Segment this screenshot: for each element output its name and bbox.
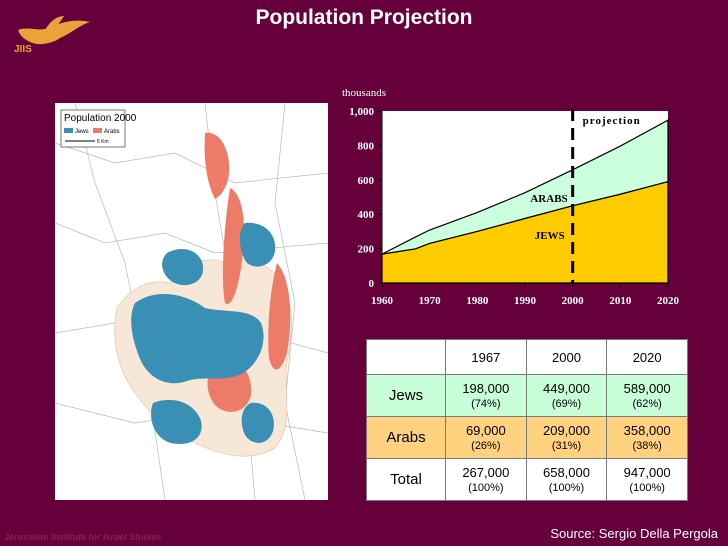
jews-area xyxy=(381,180,669,284)
table-cell: 947,000 (100%) xyxy=(606,458,688,501)
x-tick-label: 2010 xyxy=(609,295,632,307)
x-tick-label: 2000 xyxy=(562,295,585,307)
table-cell: 209,000 (31%) xyxy=(525,416,608,459)
x-tick-label: 1990 xyxy=(514,295,537,307)
x-tick-label: 2020 xyxy=(657,295,680,307)
source-credit: Source: Sergio Della Pergola xyxy=(550,526,718,541)
table-cell: 267,000 (100%) xyxy=(445,458,527,501)
map-legend-jews: Jews xyxy=(75,129,89,135)
map-scale: 5 Km xyxy=(97,139,109,145)
y-axis-label: thousands xyxy=(342,87,386,99)
jiis-logo xyxy=(18,16,90,45)
arabs-east-2 xyxy=(268,263,291,370)
row-label: Arabs xyxy=(366,416,446,459)
dove-icon xyxy=(18,20,90,45)
table-cell: 358,000 (38%) xyxy=(606,416,688,459)
x-tick-label: 1980 xyxy=(466,295,489,307)
y-tick-label: 400 xyxy=(358,209,375,221)
table-cell: 198,000 (74%) xyxy=(445,374,527,417)
table-header-2020: 2020 xyxy=(606,339,688,375)
jews-south-west xyxy=(151,399,202,445)
table-header-2000: 2000 xyxy=(525,339,608,375)
y-tick-label: 200 xyxy=(358,244,375,256)
arabs-east-1 xyxy=(222,188,245,304)
y-tick-label: 800 xyxy=(358,140,375,152)
table-corner-cell xyxy=(366,339,446,375)
jews-ramot xyxy=(162,249,204,286)
population-table: 1967 2000 2020 Jews 198,000 (74%) 449,000… xyxy=(366,339,688,501)
projection-label: projection xyxy=(583,115,641,127)
y-tick-label: 1,000 xyxy=(349,106,374,118)
logo-text: JIIS xyxy=(14,44,32,55)
jews-legend-swatch xyxy=(64,128,73,133)
jews-label: JEWS xyxy=(535,230,565,242)
table-row-jews: Jews 198,000 (74%) 449,000 (69%) 589,000 (6… xyxy=(366,374,688,417)
population-map: Population 2000 Jews Arabs 5 Km xyxy=(55,103,328,500)
x-tick-label: 1960 xyxy=(371,295,394,307)
slide-title: Population Projection xyxy=(255,6,473,29)
jews-west xyxy=(131,293,264,384)
row-label: Total xyxy=(366,458,446,501)
map-legend-arabs: Arabs xyxy=(104,129,120,135)
arabs-label: ARABS xyxy=(530,193,567,205)
population-chart: 0 200 400 600 800 1,000 1960 1970 1980 1990 2000 20… xyxy=(342,87,680,307)
table-cell: 449,000 (69%) xyxy=(525,374,608,417)
y-tick-label: 600 xyxy=(358,175,375,187)
jews-north xyxy=(204,132,230,199)
institute-name: Jerusalem Institute for Israel Studies xyxy=(4,532,162,542)
row-label: Jews xyxy=(366,374,446,417)
table-header-row: 1967 2000 2020 xyxy=(366,339,688,375)
table-cell: 69,000 (26%) xyxy=(445,416,527,459)
y-tick-label: 0 xyxy=(369,278,375,290)
table-cell: 589,000 (62%) xyxy=(606,374,688,417)
table-cell: 658,000 (100%) xyxy=(525,458,608,501)
map-title: Population 2000 xyxy=(64,113,137,124)
jews-north-east xyxy=(239,222,276,267)
table-row-arabs: Arabs 69,000 (26%) 209,000 (31%) 358,000 (3… xyxy=(366,416,688,459)
arabs-legend-swatch xyxy=(93,128,102,133)
x-tick-label: 1970 xyxy=(419,295,442,307)
jews-south xyxy=(241,402,274,443)
table-row-total: Total 267,000 (100%) 658,000 (100%) 947,00… xyxy=(366,458,688,501)
table-header-1967: 1967 xyxy=(445,339,527,375)
